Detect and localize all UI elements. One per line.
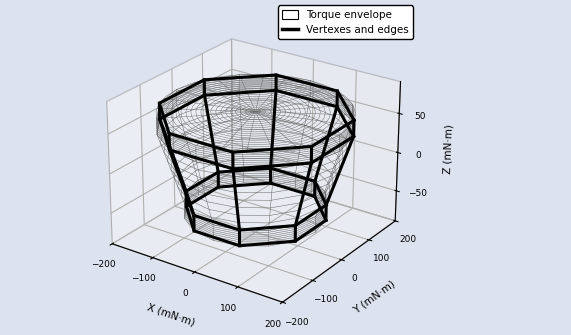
- Y-axis label: Y (mN·m): Y (mN·m): [352, 279, 397, 316]
- Legend: Torque envelope, Vertexes and edges: Torque envelope, Vertexes and edges: [278, 5, 413, 40]
- X-axis label: X (mN·m): X (mN·m): [146, 302, 196, 328]
